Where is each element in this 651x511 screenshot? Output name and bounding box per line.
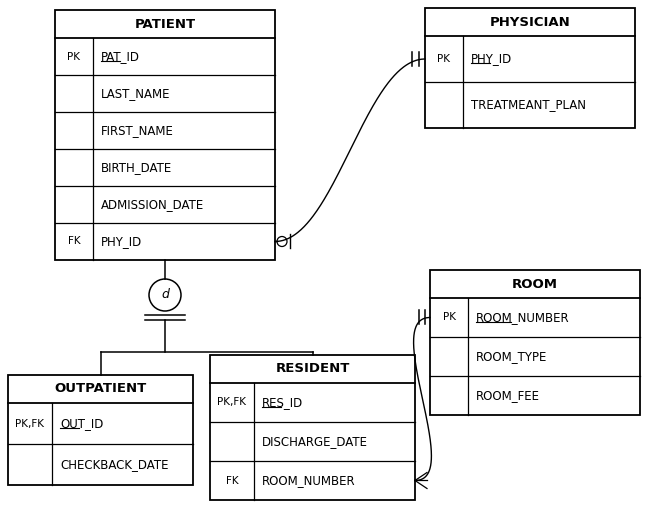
Text: PHY_ID: PHY_ID [101, 235, 143, 248]
Text: LAST_NAME: LAST_NAME [101, 87, 171, 100]
Text: PK,FK: PK,FK [217, 398, 247, 407]
Text: ADMISSION_DATE: ADMISSION_DATE [101, 198, 204, 211]
Text: PK: PK [68, 52, 81, 61]
Bar [425, 8, 635, 128]
Text: ROOM_FEE: ROOM_FEE [476, 389, 540, 402]
Text: ROOM: ROOM [512, 277, 558, 290]
Text: BIRTH_DATE: BIRTH_DATE [101, 161, 173, 174]
Text: DISCHARGE_DATE: DISCHARGE_DATE [262, 435, 368, 448]
Bar [430, 270, 640, 415]
Text: ROOM_NUMBER: ROOM_NUMBER [476, 311, 570, 324]
Text: PATIENT: PATIENT [135, 17, 195, 31]
Text: d: d [161, 289, 169, 301]
Text: TREATMEANT_PLAN: TREATMEANT_PLAN [471, 99, 586, 111]
Text: PK: PK [437, 54, 450, 64]
Bar [55, 10, 275, 260]
Text: OUT_ID: OUT_ID [60, 417, 104, 430]
Text: PHY_ID: PHY_ID [471, 53, 512, 65]
Bar [210, 355, 415, 500]
Bar [8, 375, 193, 485]
Text: PAT_ID: PAT_ID [101, 50, 140, 63]
Text: PK: PK [443, 313, 456, 322]
Text: OUTPATIENT: OUTPATIENT [55, 383, 146, 396]
Text: PK,FK: PK,FK [16, 419, 44, 429]
Text: RESIDENT: RESIDENT [275, 362, 350, 376]
Text: FK: FK [226, 476, 238, 485]
Text: PHYSICIAN: PHYSICIAN [490, 15, 570, 29]
Text: ROOM_NUMBER: ROOM_NUMBER [262, 474, 355, 487]
Text: FIRST_NAME: FIRST_NAME [101, 124, 174, 137]
Text: FK: FK [68, 237, 80, 246]
Text: RES_ID: RES_ID [262, 396, 303, 409]
Text: ROOM_TYPE: ROOM_TYPE [476, 350, 547, 363]
Text: CHECKBACK_DATE: CHECKBACK_DATE [60, 458, 169, 471]
